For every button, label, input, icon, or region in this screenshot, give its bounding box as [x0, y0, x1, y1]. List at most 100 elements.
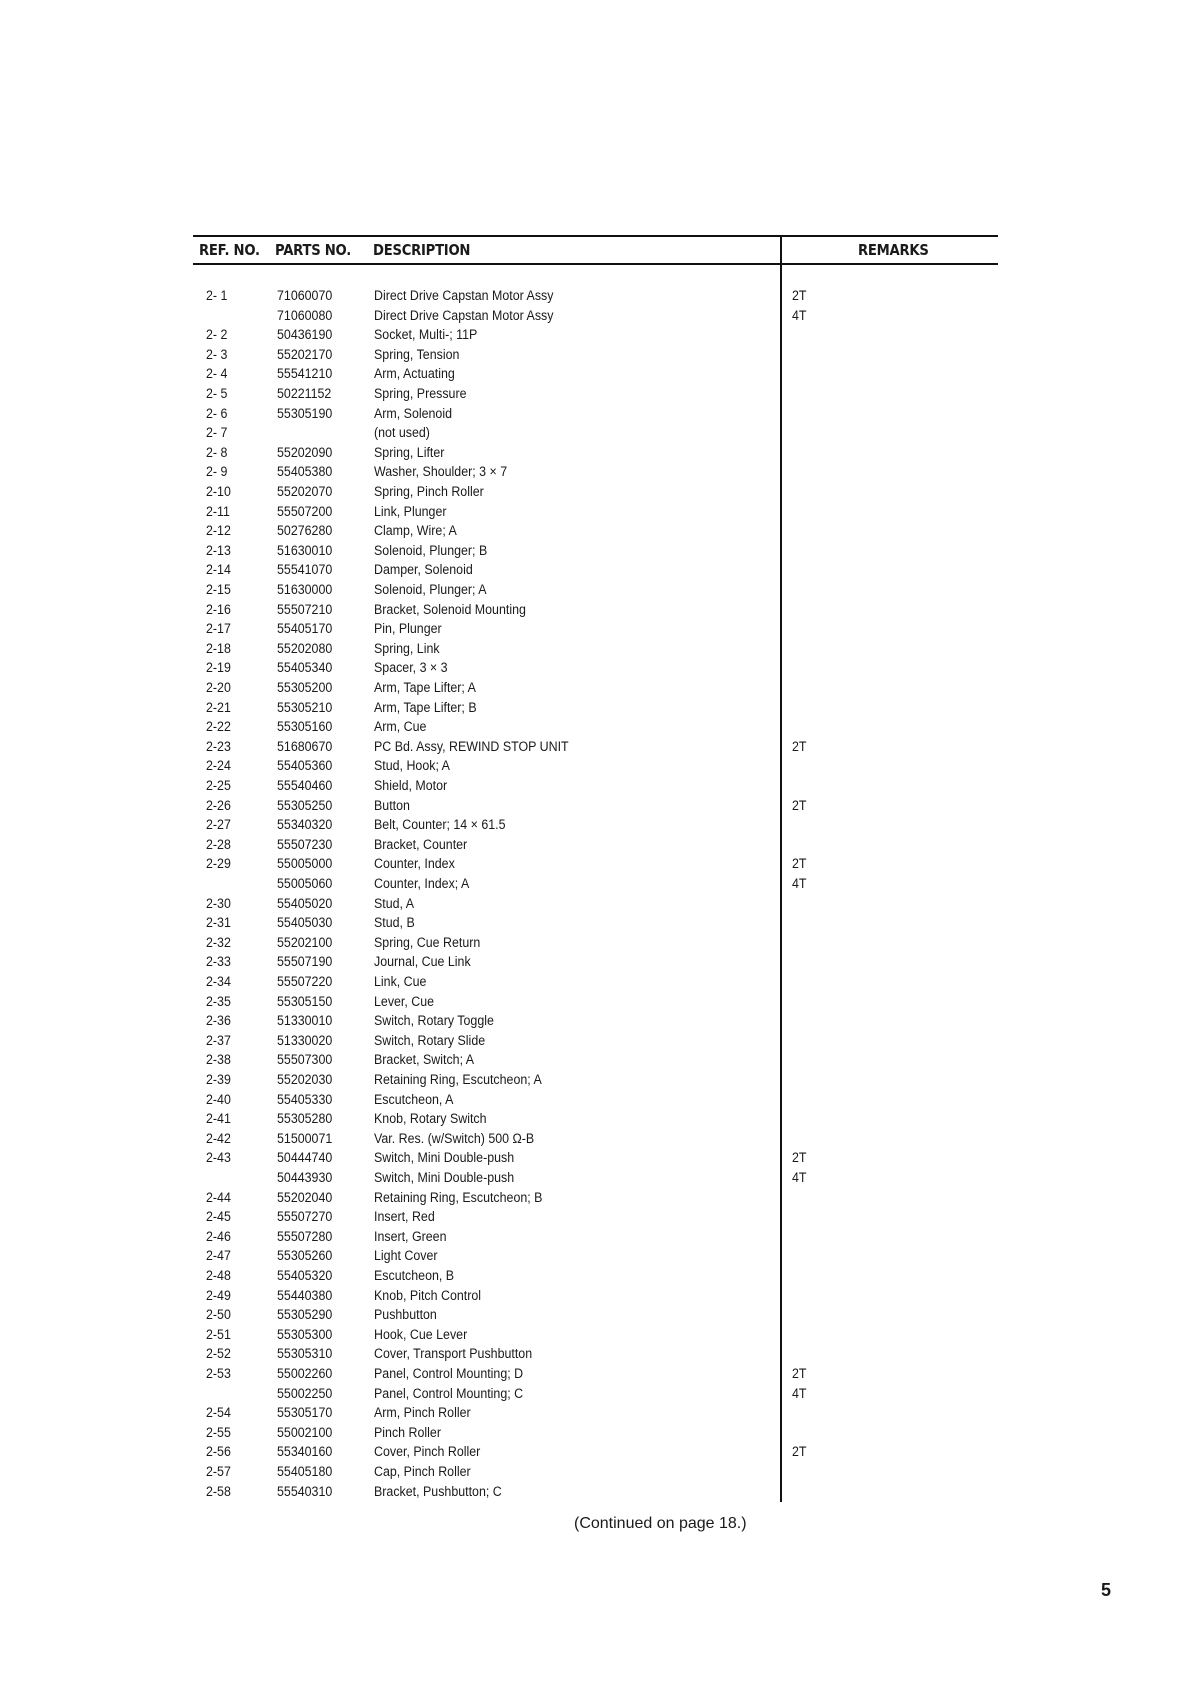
table-row: 2-46 55507280 Insert, Green: [0, 1227, 1191, 1247]
description-cell: Bracket, Switch; A: [374, 1052, 475, 1068]
description-cell: Pin, Plunger: [374, 621, 442, 637]
ref-no-cell: 2-44: [206, 1189, 231, 1205]
description-cell: Pushbutton: [374, 1307, 437, 1323]
ref-no-cell: 2-27: [206, 817, 231, 833]
description-cell: Counter, Index; A: [374, 876, 470, 891]
description-cell: Escutcheon, B: [374, 1268, 455, 1283]
description-cell: Bracket, Counter: [374, 836, 468, 852]
ref-no-cell: 2-38: [206, 1052, 231, 1068]
header-description: DESCRIPTION: [373, 241, 471, 259]
ref-no-cell: 2- 9: [206, 464, 228, 480]
description-cell: Socket, Multi-; 11P: [374, 327, 478, 343]
header-remarks: REMARKS: [858, 241, 929, 259]
ref-no-cell: 2-15: [206, 582, 231, 597]
parts-no-cell: 55305250: [277, 797, 333, 813]
parts-no-cell: 71060080: [277, 307, 333, 323]
remarks-cell: 2T: [792, 1366, 807, 1381]
parts-no-cell: 55305290: [277, 1307, 333, 1323]
description-cell: Insert, Red: [374, 1209, 435, 1225]
parts-no-cell: 55507230: [277, 836, 333, 852]
description-cell: Link, Plunger: [374, 503, 447, 519]
ref-no-cell: 2-24: [206, 758, 231, 774]
parts-no-cell: 51500071: [277, 1130, 333, 1146]
table-row: 2-22 55305160 Arm, Cue: [0, 717, 1191, 737]
remarks-cell: 2T: [792, 738, 807, 754]
parts-no-cell: 55202090: [277, 444, 333, 460]
description-cell: Switch, Mini Double-push: [374, 1170, 515, 1185]
ref-no-cell: 2- 3: [206, 346, 228, 362]
parts-no-cell: 55202080: [277, 640, 333, 656]
description-cell: Spring, Cue Return: [374, 934, 481, 950]
parts-no-cell: 55405380: [277, 464, 333, 480]
table-row: 2-40 55405330 Escutcheon, A: [0, 1090, 1191, 1110]
ref-no-cell: 2- 7: [206, 425, 228, 441]
table-row: 2-41 55305280 Knob, Rotary Switch: [0, 1109, 1191, 1129]
parts-no-cell: 55507270: [277, 1209, 333, 1225]
parts-no-cell: 55305260: [277, 1248, 333, 1264]
ref-no-cell: 2-39: [206, 1072, 231, 1087]
ref-no-cell: 2- 4: [206, 366, 228, 382]
parts-no-cell: 55507210: [277, 601, 333, 617]
page-number: 5: [1101, 1580, 1112, 1600]
table-row: 55002250 Panel, Control Mounting; C 4T: [0, 1384, 1191, 1404]
parts-no-cell: 55405020: [277, 895, 333, 911]
ref-no-cell: 2-21: [206, 699, 231, 715]
ref-no-cell: 2-40: [206, 1091, 231, 1107]
ref-no-cell: 2-48: [206, 1268, 231, 1283]
table-row: 2-58 55540310 Bracket, Pushbutton; C: [0, 1482, 1191, 1502]
description-cell: Light Cover: [374, 1248, 438, 1264]
ref-no-cell: 2-26: [206, 797, 231, 813]
parts-no-cell: 55305190: [277, 405, 333, 421]
parts-no-cell: 55405180: [277, 1464, 333, 1479]
table-row: 2- 5 50221152 Spring, Pressure: [0, 384, 1191, 404]
table-row: 2-11 55507200 Link, Plunger: [0, 502, 1191, 522]
parts-no-cell: 55540460: [277, 778, 333, 793]
ref-no-cell: 2-10: [206, 484, 231, 499]
table-header-rule: [193, 263, 998, 265]
description-cell: Solenoid, Plunger; B: [374, 542, 488, 558]
parts-no-cell: 51630000: [277, 582, 333, 597]
table-row: 2-39 55202030 Retaining Ring, Escutcheon; …: [0, 1070, 1191, 1090]
remarks-column-divider: [780, 236, 782, 1502]
parts-no-cell: 50221152: [277, 386, 332, 401]
ref-no-cell: 2-51: [206, 1326, 231, 1342]
description-cell: Pinch Roller: [374, 1424, 441, 1440]
description-cell: Journal, Cue Link: [374, 954, 471, 970]
parts-no-cell: 50436190: [277, 327, 333, 343]
remarks-cell: 4T: [792, 1170, 807, 1185]
table-row: 2- 6 55305190 Arm, Solenoid: [0, 404, 1191, 424]
description-cell: Retaining Ring, Escutcheon; A: [374, 1072, 542, 1087]
description-cell: Stud, A: [374, 895, 415, 911]
table-top-rule: [193, 235, 998, 237]
description-cell: Switch, Mini Double-push: [374, 1150, 515, 1166]
ref-no-cell: 2-47: [206, 1248, 231, 1264]
description-cell: Stud, B: [374, 915, 415, 931]
parts-no-cell: 55507280: [277, 1228, 333, 1244]
table-row: 2-16 55507210 Bracket, Solenoid Mounting: [0, 600, 1191, 620]
table-row: 2-37 51330020 Switch, Rotary Slide: [0, 1031, 1191, 1051]
ref-no-cell: 2-20: [206, 680, 231, 695]
ref-no-cell: 2-41: [206, 1111, 231, 1127]
parts-no-cell: 55005000: [277, 856, 333, 872]
ref-no-cell: 2-14: [206, 562, 231, 578]
description-cell: Damper, Solenoid: [374, 562, 473, 578]
ref-no-cell: 2- 2: [206, 327, 228, 343]
description-cell: Arm, Actuating: [374, 366, 455, 382]
description-cell: PC Bd. Assy, REWIND STOP UNIT: [374, 738, 569, 754]
description-cell: Spring, Tension: [374, 346, 460, 362]
description-cell: Bracket, Solenoid Mounting: [374, 601, 526, 617]
parts-no-cell: 51330010: [277, 1013, 333, 1029]
parts-no-cell: 55405320: [277, 1268, 333, 1283]
ref-no-cell: 2-16: [206, 601, 231, 617]
table-row: 2-14 55541070 Damper, Solenoid: [0, 560, 1191, 580]
parts-no-cell: 55305170: [277, 1405, 333, 1421]
description-cell: Arm, Cue: [374, 719, 427, 735]
table-row: 2-48 55405320 Escutcheon, B: [0, 1266, 1191, 1286]
description-cell: Button: [374, 797, 410, 813]
parts-no-cell: 55507220: [277, 974, 333, 989]
ref-no-cell: 2-56: [206, 1444, 231, 1460]
ref-no-cell: 2-29: [206, 856, 231, 872]
table-row: 2-28 55507230 Bracket, Counter: [0, 835, 1191, 855]
table-row: 2- 9 55405380 Washer, Shoulder; 3 × 7: [0, 462, 1191, 482]
parts-no-cell: 50276280: [277, 523, 333, 539]
